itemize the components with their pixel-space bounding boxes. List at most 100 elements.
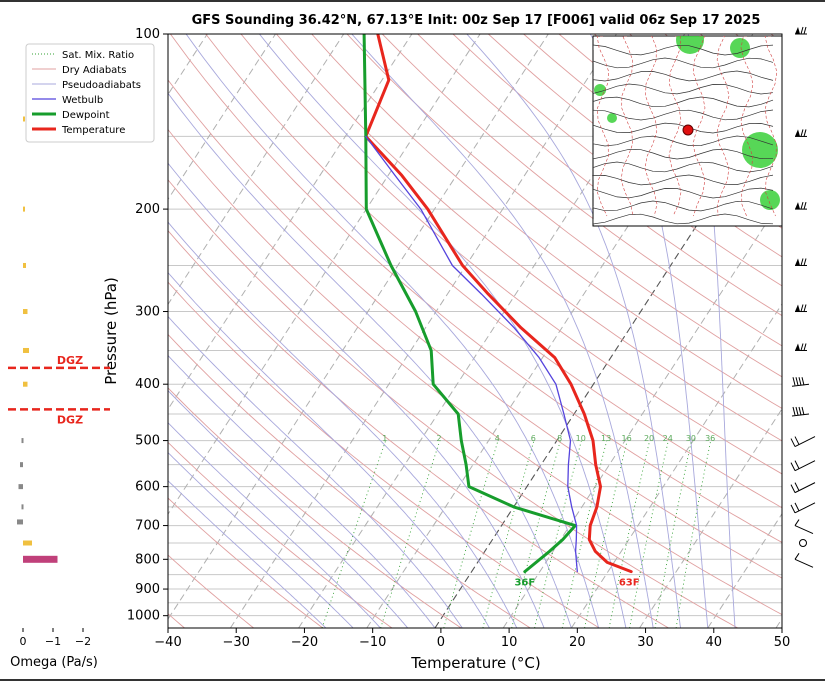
omega-bar: [23, 309, 28, 315]
mixing-ratio-label: 10: [576, 434, 586, 443]
precip-area: [742, 132, 778, 168]
y-tick-label: 900: [135, 582, 160, 597]
omega-tick-label: 0: [20, 635, 27, 648]
pseudoadiabat: [168, 221, 518, 628]
isotherm: [502, 198, 782, 628]
background-lines: 1 2 4 6 8 10 13 16 20 24 30 36: [0, 34, 782, 628]
isobar-contour: [593, 83, 774, 95]
omega-bar: [21, 438, 24, 444]
omega-bar: [20, 462, 23, 468]
isotherm: [298, 34, 686, 628]
pseudoadiabat: [168, 354, 436, 628]
pseudoadiabat: [466, 34, 681, 628]
wind-barb-icon: [799, 539, 807, 548]
dry-adiabat: [170, 34, 782, 543]
pseudoadiabat: [168, 271, 490, 628]
thickness-contour: [716, 36, 730, 217]
omega-bar: [21, 504, 24, 510]
omega-bar: [23, 540, 32, 546]
x-tick-label: −10: [359, 635, 386, 650]
pseudoadiabat: [168, 389, 409, 628]
thickness-contour: [692, 36, 706, 217]
precip-area: [760, 190, 780, 210]
omega-bar: [23, 347, 29, 353]
wind-barb-icon: [795, 201, 807, 210]
wind-barb-icon: [791, 377, 810, 387]
chart-title: GFS Sounding 36.42°N, 67.13°E Init: 00z …: [192, 13, 761, 28]
y-tick-label: 500: [135, 434, 160, 449]
x-tick-label: −20: [291, 635, 318, 650]
y-tick-label: 800: [135, 552, 160, 567]
dry-adiabat: [168, 229, 669, 628]
pseudoadiabat: [168, 92, 572, 628]
mixing-ratio-line: [561, 440, 608, 628]
omega-bar: [23, 381, 28, 387]
y-tick-label: 600: [135, 480, 160, 495]
omega-bar: [17, 519, 23, 525]
dry-adiabat: [168, 497, 324, 628]
isobar-contour: [593, 135, 774, 147]
thickness-contour: [740, 36, 754, 217]
pseudoadiabat: [259, 34, 627, 628]
isobar-contour: [593, 109, 774, 121]
wind-barb-icon: [795, 258, 807, 266]
isotherm: [775, 617, 782, 628]
mixing-ratio-line: [608, 440, 651, 628]
thickness-contour: [764, 36, 778, 217]
dgz-label: DGZ: [57, 354, 83, 367]
legend-label: Dry Adiabats: [62, 65, 126, 76]
isotherm: [168, 34, 413, 411]
legend-label: Temperature: [61, 125, 125, 136]
isotherm: [570, 303, 782, 628]
wind-barb-icon: [795, 129, 807, 137]
legend-label: Wetbulb: [62, 95, 103, 106]
isobar-contour: [593, 200, 774, 212]
legend-label: Dewpoint: [62, 110, 110, 121]
dry-adiabat: [168, 79, 782, 579]
isobar-contour: [593, 70, 774, 82]
legend-label: Pseudoadiabats: [62, 80, 141, 91]
mixing-ratio-label: 1: [382, 434, 387, 443]
isobar-contour: [593, 174, 774, 186]
wind-barb-icon: [795, 304, 807, 313]
thickness-contour: [620, 36, 634, 217]
isotherm: [168, 34, 481, 516]
series-temperature-line: [364, 34, 633, 574]
y-axis-label: Pressure (hPa): [102, 277, 120, 385]
series-wetbulb-line: [365, 135, 578, 573]
omega-tick-label: −2: [75, 635, 91, 648]
x-tick-label: −40: [154, 635, 181, 650]
wind-barbs: [790, 26, 816, 568]
dry-adiabat: [168, 387, 462, 628]
x-tick-label: 40: [706, 635, 723, 650]
mixing-ratio-label: 6: [531, 434, 536, 443]
mixing-ratio-label: 13: [601, 434, 611, 443]
thickness-contour: [668, 36, 682, 217]
mixing-ratio-label: 20: [644, 434, 654, 443]
precip-area: [594, 84, 606, 96]
y-tick-label: 200: [135, 202, 160, 217]
dry-adiabat: [417, 34, 782, 317]
wind-barb-icon: [791, 406, 810, 417]
pseudoadiabat: [168, 162, 545, 628]
plot-frame: [167, 33, 783, 629]
dry-adiabat: [240, 34, 782, 475]
mixing-ratio-line: [321, 440, 387, 628]
isobar-contour: [593, 44, 774, 56]
pseudoadiabat: [168, 480, 327, 628]
legend-label: Sat. Mix. Ratio: [62, 50, 134, 61]
precip-area: [607, 113, 617, 123]
dry-adiabat: [311, 34, 782, 410]
wind-barb-icon: [794, 519, 814, 535]
legend: Sat. Mix. Ratio Dry Adiabats Pseudoadiabat…: [25, 43, 155, 143]
omega-axis-label: Omega (Pa/s): [10, 655, 98, 670]
inset-map: [592, 35, 783, 227]
dry-adiabat: [168, 333, 531, 628]
wind-barb-icon: [790, 502, 816, 514]
y-tick-label: 700: [135, 519, 160, 534]
isobar-contour: [593, 57, 774, 69]
mixing-ratio-label: 30: [686, 434, 696, 443]
isotherm: [0, 34, 3, 628]
